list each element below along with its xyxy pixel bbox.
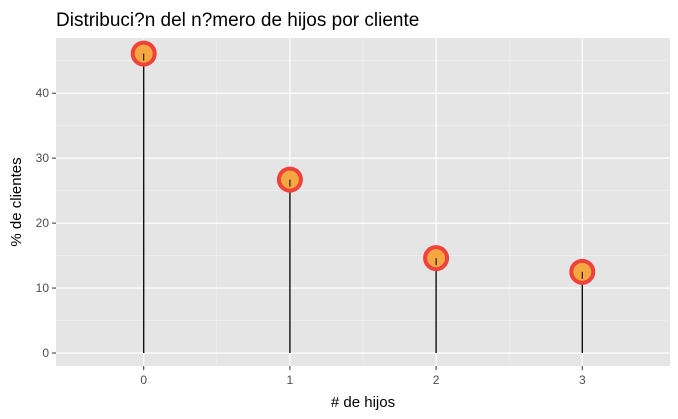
x-tick-label: 0 — [140, 373, 147, 387]
chart-title: Distribuci?n del n?mero de hijos por cli… — [56, 10, 419, 31]
y-tick-label: 30 — [36, 151, 50, 165]
y-tick-label: 20 — [36, 216, 50, 230]
y-tick-label: 40 — [36, 86, 50, 100]
y-tick-label: 10 — [36, 281, 50, 295]
y-tick-label: 0 — [42, 346, 49, 360]
x-tick-label: 1 — [287, 373, 294, 387]
y-axis: 0 10 20 30 40 — [36, 86, 56, 360]
x-axis: 0 1 2 3 — [140, 366, 586, 387]
x-axis-title: # de hijos — [331, 394, 395, 411]
data-marks — [130, 40, 596, 354]
y-axis-title: % de clientes — [8, 157, 25, 246]
x-tick-label: 3 — [579, 373, 586, 387]
x-tick-label: 2 — [433, 373, 440, 387]
